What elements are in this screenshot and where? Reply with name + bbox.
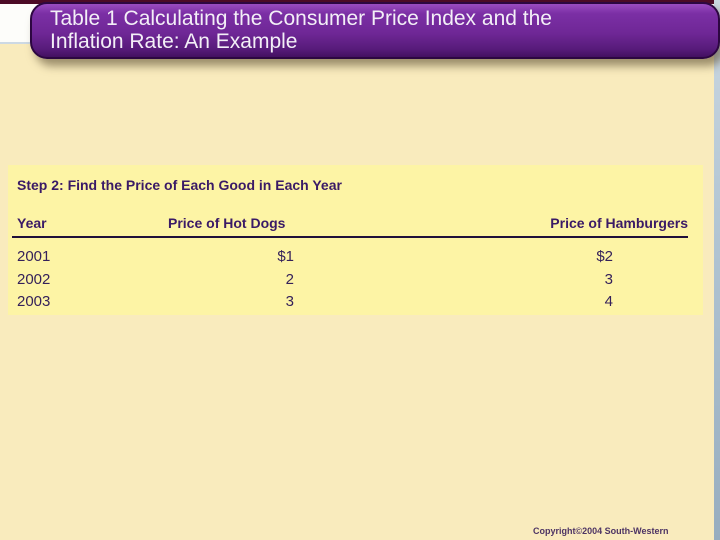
column-header-hot-dogs: Price of Hot Dogs — [168, 215, 286, 231]
table-cell-year-2002: 2002 — [17, 271, 51, 288]
slide-title-banner: Table 1 Calculating the Consumer Price I… — [30, 2, 720, 59]
table-cell-hotdog-price-2001: $1 — [277, 248, 294, 265]
slide-title-line-1: Table 1 Calculating the Consumer Price I… — [50, 7, 552, 30]
table-cell-year-2001: 2001 — [17, 248, 51, 265]
right-edge-strip — [714, 0, 720, 540]
table-header-rule — [12, 236, 688, 238]
table-cell-year-2003: 2003 — [17, 293, 51, 310]
table-cell-hotdog-price-2003: 3 — [285, 293, 294, 310]
step-heading: Step 2: Find the Price of Each Good in E… — [17, 177, 342, 193]
column-header-hamburgers: Price of Hamburgers — [550, 215, 688, 231]
table-cell-hamburger-price-2003: 4 — [604, 293, 613, 310]
table-cell-hamburger-price-2002: 3 — [604, 271, 613, 288]
table-cell-hotdog-price-2002: 2 — [285, 271, 294, 288]
cpi-table-panel: Step 2: Find the Price of Each Good in E… — [8, 165, 703, 315]
slide-title-line-2: Inflation Rate: An Example — [50, 30, 298, 53]
copyright-text: Copyright©2004 South-Western — [533, 526, 669, 536]
column-header-year: Year — [17, 215, 47, 231]
table-cell-hamburger-price-2001: $2 — [596, 248, 613, 265]
